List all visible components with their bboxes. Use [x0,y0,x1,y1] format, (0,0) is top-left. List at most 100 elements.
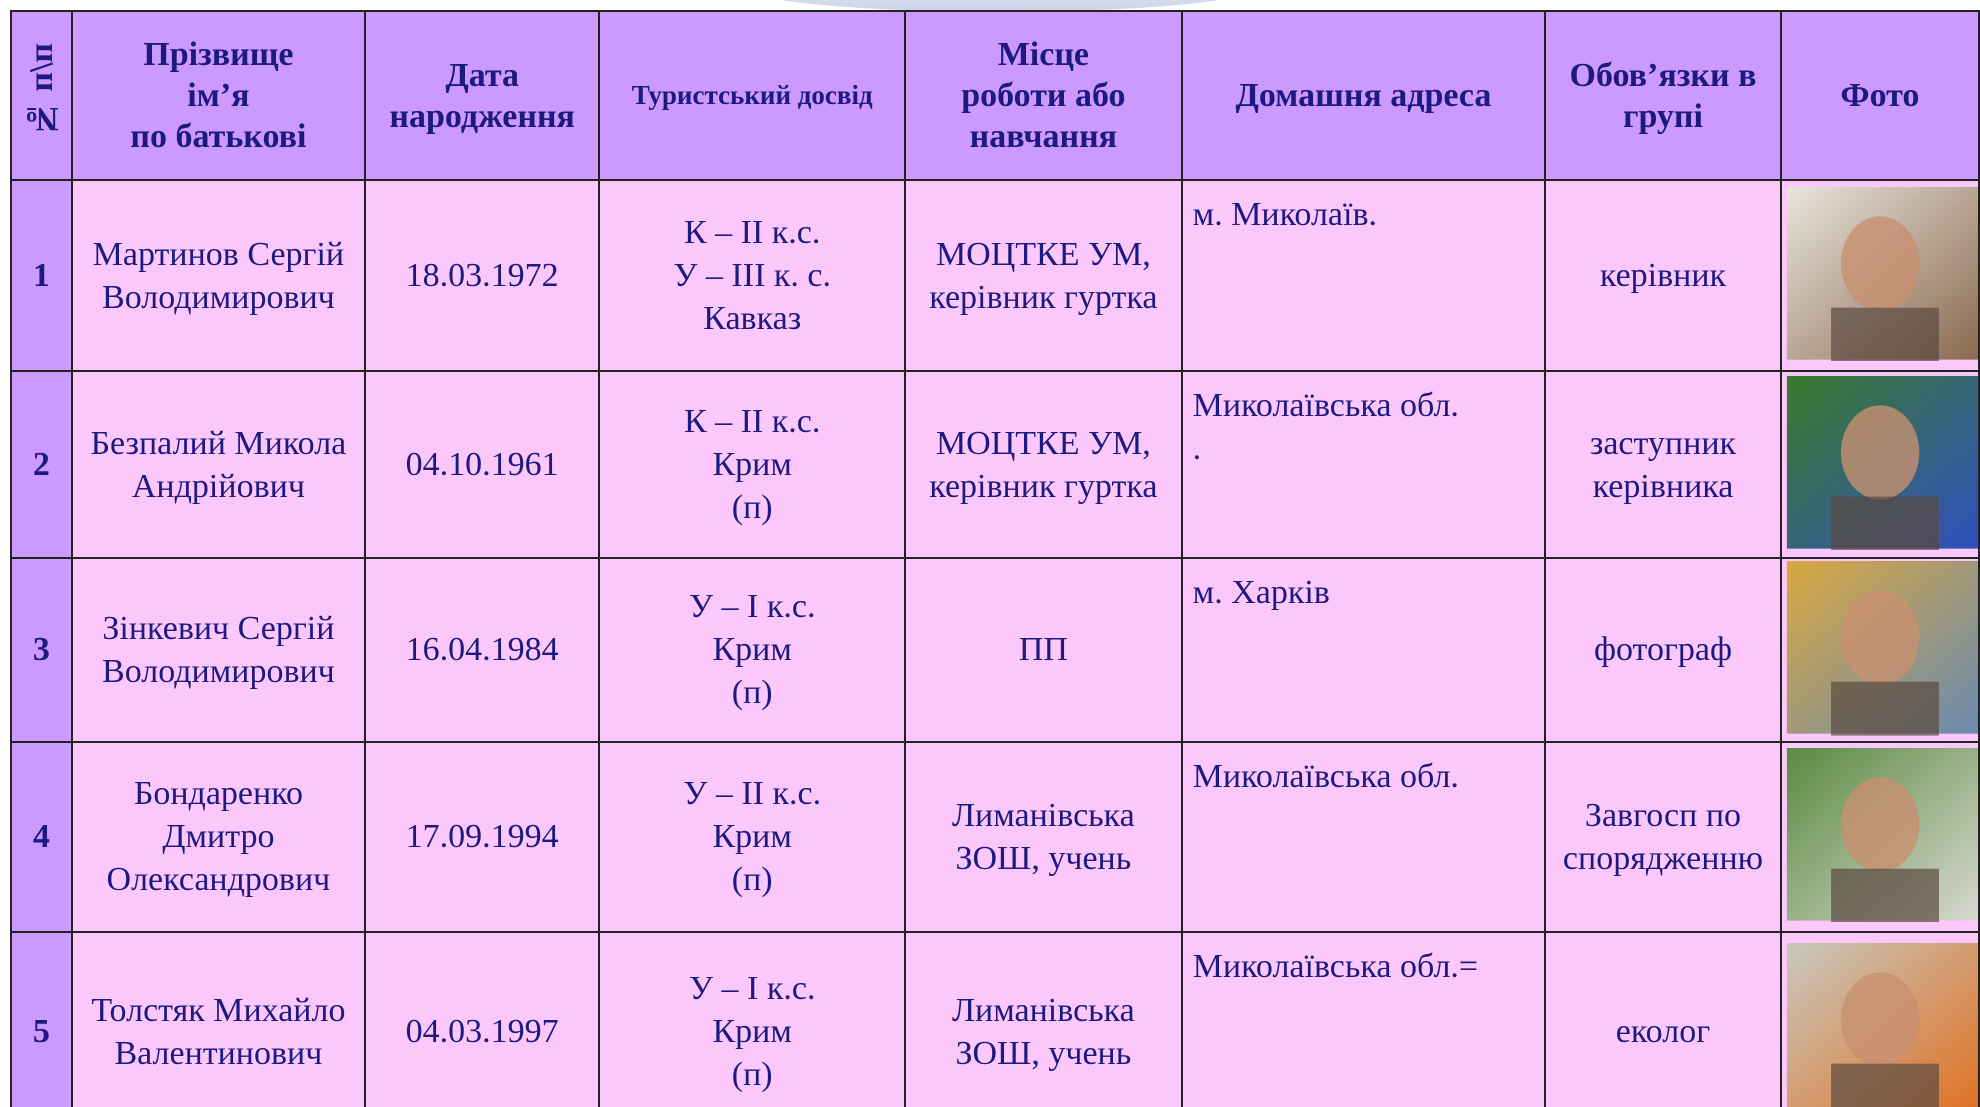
photo-cell [1779,557,1980,743]
data-cell: Миколаївська обл.. [1180,370,1547,559]
cell-line: 2 [32,446,50,483]
cell-line: 5 [32,1013,50,1051]
data-cell: Лиманівська ЗОШ, учень [904,930,1183,1107]
cell-line: Володимирович [102,278,335,316]
data-cell: Лиманівська ЗОШ, учень [904,740,1183,933]
cell-line: заступник [1589,424,1737,462]
data-cell: фотограф [1544,557,1782,743]
cell-line: ЗОШ, учень [955,1034,1132,1072]
cell-line: У – І к.с. [688,588,816,626]
data-cell: 5 [10,930,73,1107]
cell-line: 16.04.1984 [405,631,559,669]
cell-line: Миколаївська обл. [1192,757,1459,795]
cell-line: Олександрович [106,861,331,899]
cell-line: Крим [712,1013,792,1051]
cell-line: № п\п [22,43,60,138]
data-cell: Безпалий Микола Андрійович [70,370,366,559]
header-cell: Домашня адреса [1180,10,1547,181]
data-cell: еколог [1544,930,1782,1107]
data-row: 4 Бондаренко Дмитро Олександрович 17.09.1994… [10,740,1980,933]
cell-line: Валентинович [114,1034,323,1072]
cell-line: спорядженню [1562,839,1764,877]
cell-line: Миколаївська обл.= [1192,947,1479,985]
photo [1786,942,1978,1107]
photo [1786,560,1978,736]
data-cell: Толстяк Михайло Валентинович [70,930,366,1107]
cell-line: Миколаївська обл. [1192,387,1459,424]
cell-line: (п) [731,1056,773,1094]
cell-line: еколог [1615,1013,1711,1051]
cell-line: фотограф [1593,631,1733,669]
cell-line: Мартинов Сергій [92,235,345,273]
cell-line: 04.03.1997 [405,1013,559,1051]
data-cell: К – ІІ к.с. У – ІІІ к. с. Кавказ [598,179,907,372]
cell-line: м. Харків [1192,574,1330,611]
header-cell: Дата народження [363,10,601,181]
cell-line: Домашня адреса [1235,77,1492,114]
cell-line: народження [389,97,575,135]
data-cell: м. Харків [1180,557,1547,743]
data-cell: 17.09.1994 [363,740,601,933]
cell-line: ім’я [187,77,250,114]
data-cell: Мартинов Сергій Володимирович [70,179,366,372]
header-cell: Прізвище ім’я по батькові [70,10,366,181]
cell-line: МОЦТКЕ УМ, [935,424,1151,462]
data-row: 3 Зінкевич Сергій Володимирович 16.04.1984 У… [10,557,1980,743]
cell-line: м. Миколаїв. [1192,196,1378,233]
data-cell: К – ІІ к.с. Крим (п) [598,370,907,559]
cell-line: Бондаренко [133,775,303,813]
cell-line: керівника [1592,467,1734,505]
cell-line: Місце [997,36,1090,73]
data-row: 1 Мартинов Сергій Володимирович 18.03.1972 К… [10,179,1980,372]
data-cell: Бондаренко Дмитро Олександрович [70,740,366,933]
header-cell: Туристський досвід [598,10,907,181]
data-cell: 04.03.1997 [363,930,601,1107]
cell-line: Дмитро [162,818,275,856]
photo-cell [1779,370,1980,559]
participants-table: № п\п Прізвище ім’я по батькові Дата народжен… [10,10,1980,1107]
data-cell: 04.10.1961 [363,370,601,559]
data-cell: Миколаївська обл. [1180,740,1547,933]
cell-line: Андрійович [131,467,305,505]
cell-line: . [1192,430,1202,467]
data-cell: м. Миколаїв. [1180,179,1547,372]
header-row: № п\п Прізвище ім’я по батькові Дата народжен… [10,10,1980,181]
cell-line: Крим [712,446,792,483]
cell-line: У – ІІІ к. с. [673,257,832,294]
data-row: 5 Толстяк Михайло Валентинович 04.03.1997 У … [10,930,1980,1107]
data-cell: МОЦТКЕ УМ, керівник гуртка [904,179,1183,372]
data-cell: МОЦТКЕ УМ, керівник гуртка [904,370,1183,559]
cell-line: ПП [1018,631,1068,669]
cell-line: Крим [712,631,792,669]
header-cell: Місце роботи або навчання [904,10,1183,181]
photo-cell [1779,930,1980,1107]
data-cell: керівник [1544,179,1782,372]
cell-line: (п) [731,674,773,712]
cell-line: Зінкевич Сергій [102,609,335,647]
photo-cell [1779,740,1980,933]
data-cell: 2 [10,370,73,559]
data-row: 2 Безпалий Микола Андрійович 04.10.1961 К – … [10,370,1980,559]
cell-line: Лиманівська [951,991,1135,1029]
header-cell: № п\п [10,10,73,181]
data-cell: заступник керівника [1544,370,1782,559]
cell-line: групі [1623,97,1703,135]
cell-line: Безпалий Микола [90,424,347,462]
photo [1786,375,1978,551]
cell-line: (п) [731,489,773,526]
photo [1786,186,1978,362]
cell-line: Туристський досвід [631,80,873,110]
cell-line: Дата [445,56,519,94]
cell-line: керівник [1599,257,1727,294]
data-cell: 1 [10,179,73,372]
cell-line: К – ІІ к.с. [683,403,821,440]
data-cell: У – І к.с. Крим (п) [598,930,907,1107]
data-cell: У – І к.с. Крим (п) [598,557,907,743]
cell-line: У – І к.с. [688,970,816,1008]
cell-line: роботи або [961,77,1126,114]
cell-line: Фото [1840,77,1920,114]
cell-line: Толстяк Михайло [91,991,346,1029]
data-cell: Миколаївська обл.= [1180,930,1547,1107]
data-cell: 3 [10,557,73,743]
